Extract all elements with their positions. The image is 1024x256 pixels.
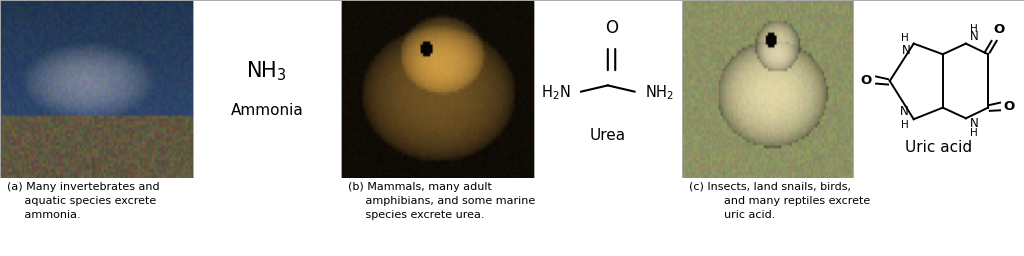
Text: H: H xyxy=(970,128,978,138)
Text: (a) Many invertebrates and
     aquatic species excrete
     ammonia.: (a) Many invertebrates and aquatic speci… xyxy=(7,182,160,220)
Text: (b) Mammals, many adult
     amphibians, and some marine
     species excrete ur: (b) Mammals, many adult amphibians, and … xyxy=(348,182,536,220)
Text: Ammonia: Ammonia xyxy=(230,103,303,118)
Text: O: O xyxy=(993,23,1005,36)
Text: NH$_3$: NH$_3$ xyxy=(247,59,287,83)
Text: NH$_2$: NH$_2$ xyxy=(645,83,674,102)
Text: N: N xyxy=(901,45,910,58)
Text: H: H xyxy=(970,24,978,34)
Text: O: O xyxy=(605,19,618,37)
Text: N: N xyxy=(970,30,979,43)
Text: N: N xyxy=(970,118,979,130)
Text: H: H xyxy=(901,120,908,130)
Text: Uric acid: Uric acid xyxy=(905,140,972,155)
Text: (c) Insects, land snails, birds,
          and many reptiles excrete
          u: (c) Insects, land snails, birds, and man… xyxy=(689,182,870,220)
Text: H$_2$N: H$_2$N xyxy=(542,83,570,102)
Text: N: N xyxy=(900,105,908,118)
Text: Urea: Urea xyxy=(590,128,626,143)
Text: O: O xyxy=(860,73,871,87)
Text: H: H xyxy=(901,33,908,43)
Text: O: O xyxy=(1004,100,1015,113)
